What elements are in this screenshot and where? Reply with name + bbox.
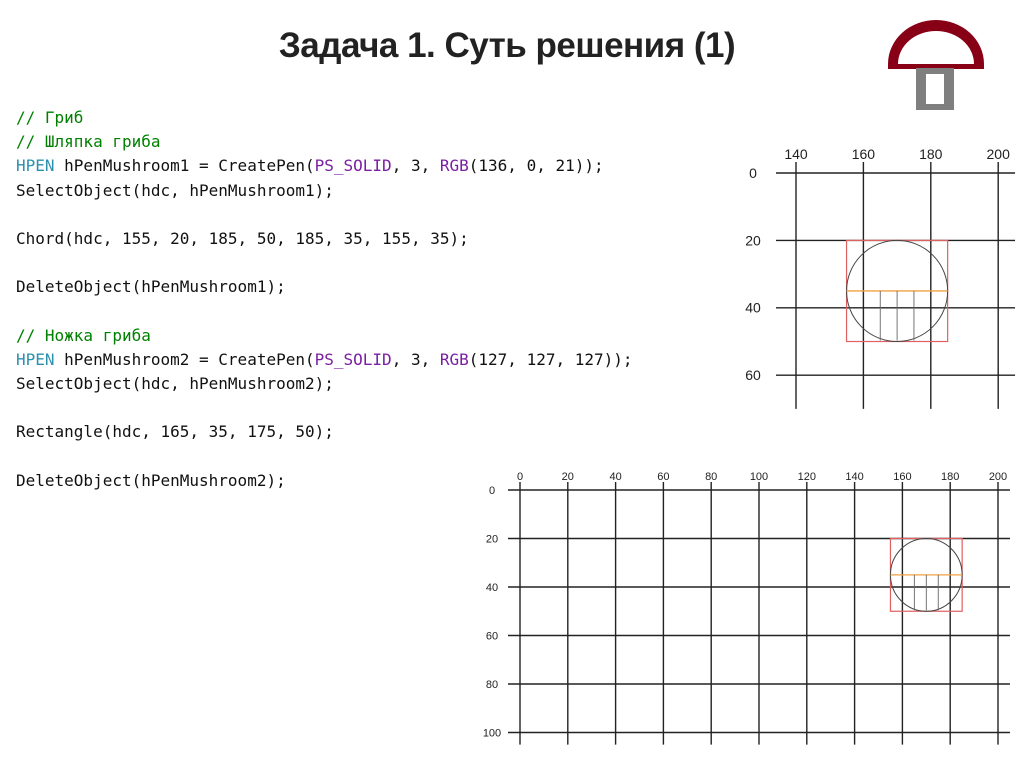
code-token-const: PS_SOLID [314,349,392,369]
x-tick-label: 60 [657,471,669,483]
code-line [16,396,633,420]
y-tick-label: 40 [745,300,761,316]
y-tick-label: 60 [745,367,761,383]
code-line: HPEN hPenMushroom2 = CreatePen(PS_SOLID,… [16,348,633,372]
code-line: HPEN hPenMushroom1 = CreatePen(PS_SOLID,… [16,154,633,178]
x-tick-label: 200 [987,146,1011,162]
code-token-const: RGB [439,349,469,369]
mushroom-cap-icon [888,20,984,69]
code-token-plain: , 3, [391,156,440,176]
x-tick-label: 140 [845,471,863,483]
code-token-const: RGB [439,156,469,176]
code-token-plain: Chord(hdc, 155, 20, 185, 50, 185, 35, 15… [16,228,469,248]
code-line: SelectObject(hdc, hPenMushroom1); [16,179,633,203]
code-token-plain: SelectObject(hdc, hPenMushroom2); [16,374,334,394]
y-tick-label: 60 [486,630,498,642]
y-tick-label: 20 [486,533,498,545]
code-token-comment: // Ножка гриба [16,325,151,345]
code-token-plain: (136, 0, 21)); [468,156,604,176]
x-tick-label: 180 [941,471,959,483]
code-token-const: PS_SOLID [314,156,392,176]
code-line: DeleteObject(hPenMushroom2); [16,469,633,493]
full-coordinate-grid: 0 20 40 60 80 100 120 140 160 180 200 0 20 40 60 80 100 [483,471,1010,745]
code-listing: // Гриб// Шляпка гриба HPEN hPenMushroom1… [16,106,633,493]
code-line: Rectangle(hdc, 165, 35, 175, 50); [16,420,633,444]
y-tick-label: 0 [489,485,495,497]
x-tick-label: 180 [919,146,943,162]
x-tick-label: 160 [852,146,876,162]
mushroom-logo-icon [888,20,984,110]
x-tick-label: 0 [517,471,523,483]
code-token-plain: , 3, [391,349,440,369]
code-line: // Ножка гриба [16,324,633,348]
y-tick-label: 40 [486,582,498,594]
slide-title: Задача 1. Суть решения (1) [278,26,736,65]
y-tick-label: 20 [745,232,761,248]
code-line: SelectObject(hdc, hPenMushroom2); [16,372,633,396]
x-tick-label: 120 [798,471,816,483]
y-tick-label: 100 [483,727,501,739]
x-tick-label: 40 [609,471,621,483]
code-token-plain: hPenMushroom2 = CreatePen( [54,349,315,369]
x-tick-label: 140 [784,146,808,162]
code-token-plain: hPenMushroom1 = CreatePen( [54,156,315,176]
chord-ellipse [846,239,949,342]
x-tick-label: 200 [989,471,1007,483]
x-tick-label: 100 [750,471,768,483]
code-line: // Шляпка гриба [16,130,633,154]
code-line: // Гриб [16,106,633,130]
zoomed-coordinate-grid: 140 160 180 200 0 20 40 60 [745,146,1016,409]
code-line [16,251,633,275]
code-token-plain: (127, 127, 127)); [468,349,633,369]
y-tick-label: 80 [486,679,498,691]
x-tick-label: 160 [893,471,911,483]
x-tick-label: 20 [562,471,574,483]
code-token-type: HPEN [16,156,55,176]
code-line [16,300,633,324]
code-line [16,203,633,227]
code-line: Chord(hdc, 155, 20, 185, 50, 185, 35, 15… [16,227,633,251]
y-tick-label: 0 [749,165,757,181]
code-token-plain: DeleteObject(hPenMushroom1); [16,277,286,297]
code-token-comment: // Гриб [16,108,84,127]
code-token-comment: // Шляпка гриба [16,132,161,152]
code-line: DeleteObject(hPenMushroom1); [16,275,633,299]
x-tick-label: 80 [705,471,717,483]
code-token-type: HPEN [16,349,55,369]
code-token-plain: Rectangle(hdc, 165, 35, 175, 50); [16,422,334,442]
code-token-plain: DeleteObject(hPenMushroom2); [16,470,286,490]
code-token-plain: SelectObject(hdc, hPenMushroom1); [16,180,334,200]
